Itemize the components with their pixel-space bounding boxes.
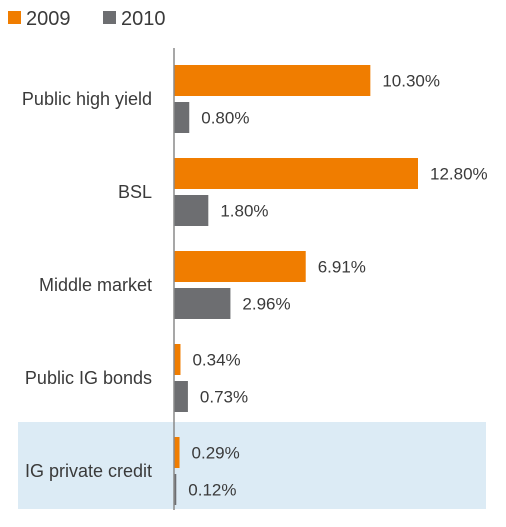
- highlight-band: [18, 422, 486, 509]
- legend-label-2009: 2009: [26, 8, 71, 30]
- category-label-ig-private-credit: IG private credit: [25, 461, 152, 481]
- legend-swatch-2009: [8, 11, 21, 24]
- bar-2009-bsl: [174, 158, 418, 189]
- data-label-2009-middle-market: 6.91%: [318, 258, 366, 277]
- data-label-2010-bsl: 1.80%: [220, 202, 268, 221]
- bar-2009-ig-private-credit: [174, 437, 180, 468]
- data-label-2009-ig-private-credit: 0.29%: [192, 444, 240, 463]
- bar-2010-middle-market: [174, 288, 231, 319]
- data-label-2010-middle-market: 2.96%: [242, 295, 290, 314]
- category-label-public-high-yield: Public high yield: [22, 89, 152, 109]
- data-label-2010-public-high-yield: 0.80%: [201, 109, 249, 128]
- data-label-2009-public-high-yield: 10.30%: [382, 72, 440, 91]
- bar-2010-ig-private-credit: [174, 474, 177, 505]
- category-label-bsl: BSL: [118, 182, 152, 202]
- data-label-2009-public-ig-bonds: 0.34%: [192, 351, 240, 370]
- category-label-public-ig-bonds: Public IG bonds: [25, 368, 152, 388]
- bar-2009-middle-market: [174, 251, 306, 282]
- legend: 2009 2010: [8, 8, 166, 30]
- data-label-2010-ig-private-credit: 0.12%: [188, 481, 236, 500]
- bar-2010-bsl: [174, 195, 209, 226]
- category-label-middle-market: Middle market: [39, 275, 152, 295]
- legend-swatch-2010: [103, 11, 116, 24]
- data-label-2010-public-ig-bonds: 0.73%: [200, 388, 248, 407]
- bar-2010-public-high-yield: [174, 102, 190, 133]
- bars: Public high yield 10.30% 0.80% BSL 12.80% 1.8…: [22, 65, 488, 505]
- bar-2010-public-ig-bonds: [174, 381, 188, 412]
- legend-label-2010: 2010: [121, 8, 166, 30]
- data-label-2009-bsl: 12.80%: [430, 165, 488, 184]
- bar-2009-public-high-yield: [174, 65, 371, 96]
- bar-2009-public-ig-bonds: [174, 344, 181, 375]
